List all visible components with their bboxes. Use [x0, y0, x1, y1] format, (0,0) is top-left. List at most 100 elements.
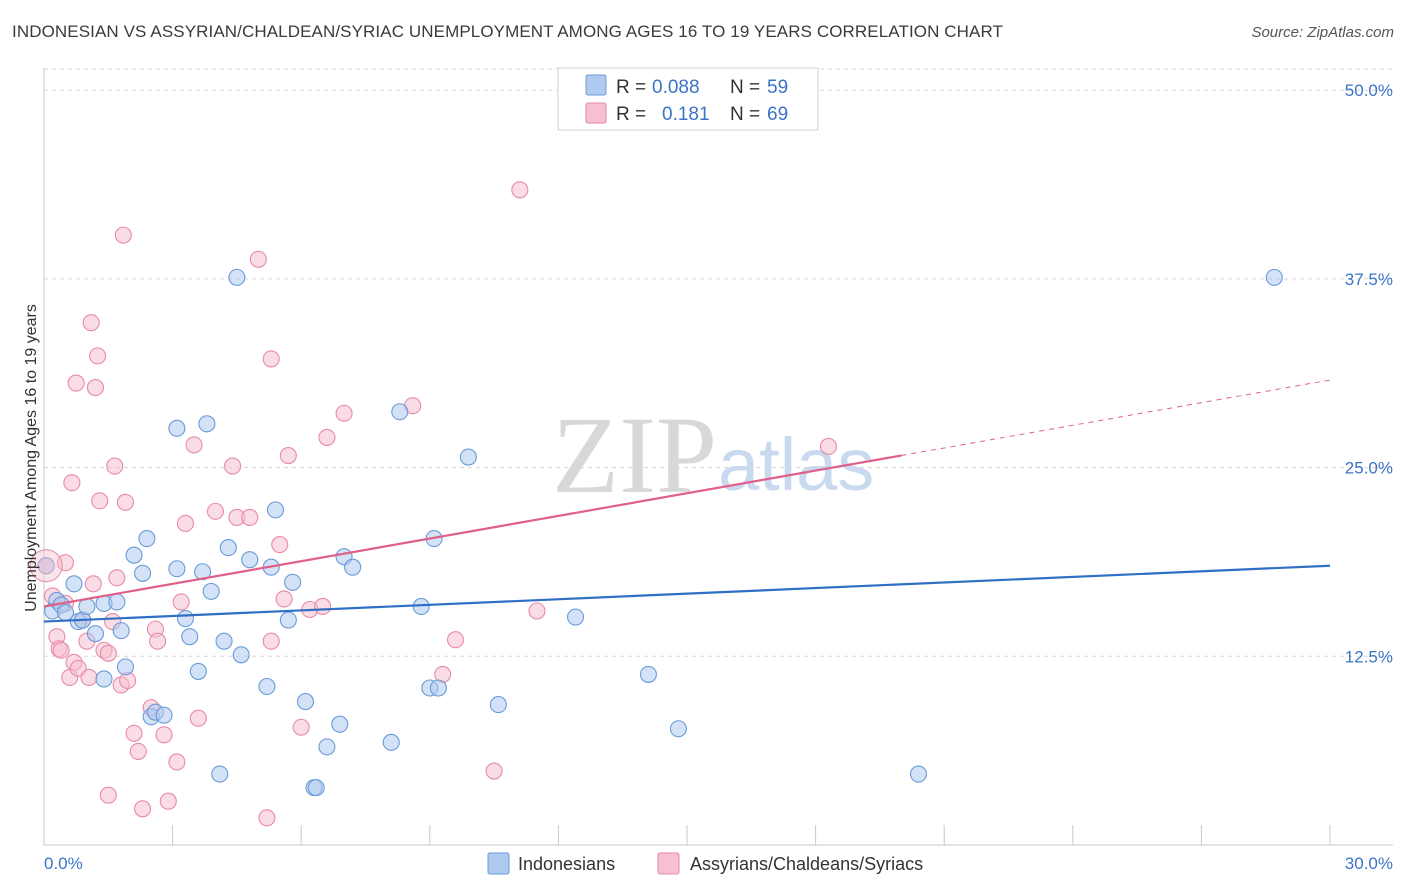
point-assyrians — [275, 590, 293, 608]
legend-n-label-indonesians: N = — [730, 77, 760, 98]
point-indonesians — [125, 546, 143, 564]
point-indonesians — [344, 558, 362, 576]
point-assyrians — [91, 492, 109, 510]
point-assyrians — [159, 792, 177, 810]
point-assyrians — [52, 641, 70, 659]
point-indonesians — [241, 551, 259, 569]
point-assyrians — [258, 809, 276, 827]
point-indonesians — [228, 268, 246, 286]
point-cluster — [29, 549, 63, 583]
point-indonesians — [639, 665, 657, 683]
point-indonesians — [134, 564, 152, 582]
legend-r-label-assyrians: R = — [616, 104, 646, 125]
point-indonesians — [279, 611, 297, 629]
point-indonesians — [198, 415, 216, 433]
point-assyrians — [99, 786, 117, 804]
point-assyrians — [116, 493, 134, 511]
y-axis-title: Unemployment Among Ages 16 to 19 years — [23, 304, 40, 612]
point-assyrians — [262, 350, 280, 368]
source-label: Source: ZipAtlas.com — [1251, 24, 1394, 41]
legend-r-value-assyrians: 0.181 — [662, 104, 710, 125]
point-indonesians — [669, 720, 687, 738]
point-assyrians — [279, 446, 297, 465]
point-assyrians — [106, 457, 124, 475]
point-assyrians — [314, 597, 332, 616]
bottom-legend-label-assyrians: Assyrians/Chaldeans/Syriacs — [690, 854, 923, 874]
point-assyrians — [185, 436, 203, 454]
point-assyrians — [56, 554, 74, 572]
point-indonesians — [194, 563, 212, 581]
point-indonesians — [489, 696, 507, 714]
point-assyrians — [129, 742, 147, 760]
point-indonesians — [318, 738, 336, 756]
y-tick-labels: 12.5% 25.0% 37.5% 50.0% — [1345, 81, 1393, 666]
bottom-legend-swatch-assyrians — [657, 852, 680, 875]
point-indonesians — [95, 670, 113, 688]
point-indonesians — [211, 765, 229, 783]
legend: R = 0.088 N = 59 R = 0.181 N = 69 — [557, 67, 819, 131]
point-indonesians — [266, 501, 285, 519]
point-indonesians — [284, 573, 302, 591]
point-indonesians — [307, 779, 325, 797]
bottom-legend-label-indonesians: Indonesians — [518, 854, 615, 874]
x-tick-label-min: 0.0% — [44, 854, 83, 873]
point-assyrians — [249, 250, 267, 268]
legend-n-value-assyrians: 69 — [767, 104, 788, 125]
point-assyrians — [335, 404, 353, 422]
legend-swatch-assyrians — [585, 102, 607, 124]
watermark-zip: ZIP — [552, 394, 717, 516]
point-assyrians — [262, 632, 280, 650]
y-tick-label: 37.5% — [1345, 270, 1393, 289]
point-assyrians — [446, 631, 465, 649]
point-assyrians — [241, 508, 259, 526]
point-indonesians — [331, 715, 349, 733]
point-assyrians — [224, 457, 242, 475]
x-tick-label-max: 30.0% — [1345, 854, 1393, 873]
point-indonesians — [459, 448, 477, 466]
point-indonesians — [215, 632, 233, 650]
point-assyrians — [206, 502, 225, 520]
bottom-legend-swatch-indonesians — [487, 852, 510, 875]
y-tick-label: 50.0% — [1345, 81, 1393, 100]
point-assyrians — [63, 474, 81, 492]
point-assyrians — [168, 753, 186, 771]
point-indonesians — [37, 557, 55, 575]
point-assyrians — [511, 181, 529, 199]
trend-line-assyrians — [43, 454, 902, 608]
gridlines — [44, 68, 1393, 657]
point-assyrians — [134, 800, 152, 818]
point-indonesians — [108, 593, 126, 611]
point-assyrians — [176, 514, 195, 533]
point-indonesians — [232, 646, 250, 664]
point-assyrians — [528, 602, 546, 620]
point-assyrians — [82, 314, 100, 332]
axes — [43, 68, 1393, 846]
point-indonesians — [189, 662, 207, 680]
legend-n-label-assyrians: N = — [730, 104, 760, 125]
point-assyrians — [89, 347, 107, 365]
point-indonesians — [382, 733, 400, 751]
point-assyrians — [318, 428, 336, 446]
point-indonesians — [168, 560, 186, 578]
point-indonesians — [112, 622, 130, 640]
point-assyrians — [189, 709, 207, 727]
point-assyrians — [125, 724, 143, 742]
bottom-legend: Indonesians Assyrians/Chaldeans/Syriacs — [487, 852, 923, 875]
point-assyrians — [114, 226, 132, 244]
point-indonesians — [258, 677, 276, 696]
point-assyrians — [149, 632, 167, 650]
point-assyrians — [84, 575, 102, 593]
point-indonesians — [155, 706, 173, 724]
point-indonesians — [1265, 268, 1283, 286]
point-indonesians — [138, 529, 156, 548]
point-assyrians — [292, 718, 310, 736]
point-indonesians — [219, 539, 237, 557]
point-indonesians — [391, 403, 409, 421]
point-indonesians — [65, 575, 83, 593]
point-assyrians — [485, 762, 503, 780]
point-indonesians — [296, 693, 315, 711]
trend-line-indonesians — [43, 564, 1331, 623]
trend-lines — [43, 379, 1331, 623]
point-indonesians — [566, 608, 585, 626]
